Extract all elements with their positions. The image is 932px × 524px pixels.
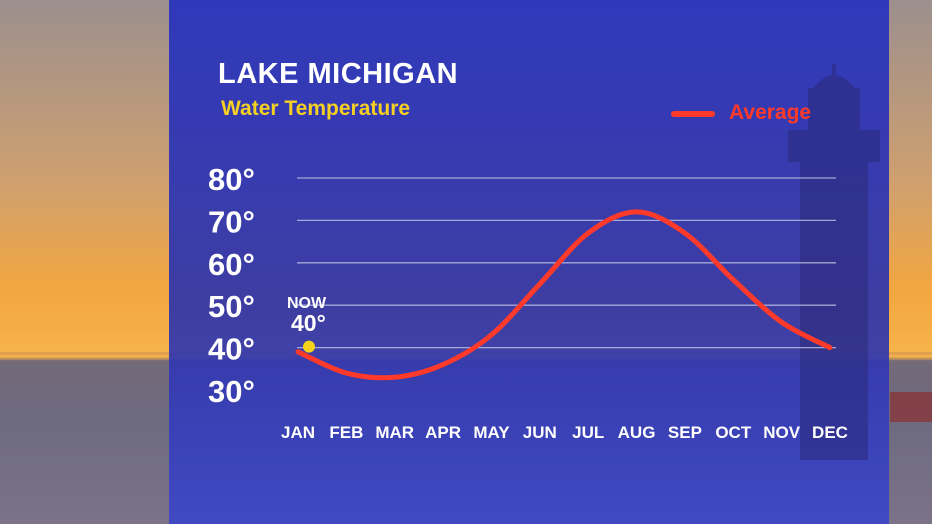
chart-title: LAKE MICHIGAN bbox=[218, 58, 459, 90]
y-tick-label: 60° bbox=[208, 247, 255, 282]
x-tick-label: JAN bbox=[281, 423, 315, 442]
legend-label: Average bbox=[729, 101, 812, 124]
x-tick-label: APR bbox=[425, 423, 461, 442]
y-tick-label: 30° bbox=[208, 374, 255, 409]
chart-subtitle: Water Temperature bbox=[221, 97, 411, 120]
y-tick-label: 70° bbox=[208, 204, 255, 239]
x-tick-label: SEP bbox=[668, 423, 702, 442]
x-tick-label: FEB bbox=[329, 423, 363, 442]
x-tick-label: AUG bbox=[618, 423, 656, 442]
x-tick-label: MAR bbox=[375, 423, 414, 442]
y-tick-label: 80° bbox=[208, 162, 255, 197]
x-tick-label: JUN bbox=[523, 423, 557, 442]
x-tick-label: NOV bbox=[763, 423, 801, 442]
x-tick-label: OCT bbox=[715, 423, 752, 442]
now-label: NOW bbox=[287, 295, 327, 312]
x-tick-label: DEC bbox=[812, 423, 848, 442]
legend-swatch bbox=[671, 111, 715, 117]
x-tick-label: MAY bbox=[473, 423, 510, 442]
chart-panel bbox=[169, 0, 889, 524]
x-tick-label: JUL bbox=[572, 423, 604, 442]
series-line-average bbox=[295, 209, 833, 381]
y-tick-label: 50° bbox=[208, 289, 255, 324]
now-marker bbox=[303, 340, 315, 353]
now-value: 40° bbox=[291, 310, 326, 336]
y-tick-label: 40° bbox=[208, 332, 255, 367]
